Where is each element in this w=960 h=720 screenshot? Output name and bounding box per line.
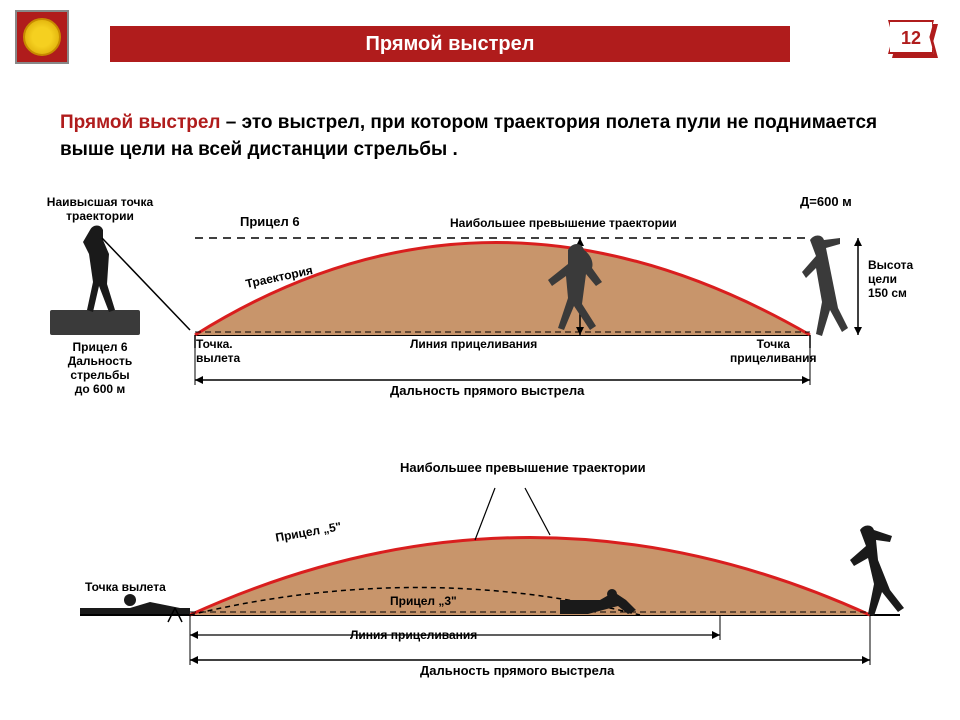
label-range-1: Дальность прямого выстрела [390,383,584,398]
label-target-height: Высота цели 150 см [868,258,913,300]
label-aim-line-2: Линия прицеливания [350,628,477,642]
label-aim-line-1: Линия прицеливания [410,337,537,351]
label-highest-point: Наивысшая точка траектории [35,195,165,223]
definition-text: Прямой выстрел – это выстрел, при которо… [60,110,900,163]
emblem-badge [15,10,69,64]
page-number-badge: 12 [888,20,942,62]
label-max-excess-1: Наибольшее превышение траектории [450,216,677,230]
label-departure-1: Точка. вылета [196,337,240,365]
label-departure-2: Точка вылета [85,580,166,594]
page-title: Прямой выстрел [110,26,790,62]
header: Прямой выстрел 12 [0,10,960,60]
emblem-icon [23,18,61,56]
label-sight6-caption: Прицел 6 Дальность стрельбы до 600 м [40,340,160,396]
definition-term: Прямой выстрел [60,112,221,133]
diagram-area: Наивысшая точка траектории Прицел 6 Трае… [20,180,940,700]
label-sight6: Прицел 6 [240,214,300,229]
label-distance-d: Д=600 м [800,194,852,209]
label-max-excess-2: Наибольшее превышение траектории [400,460,646,475]
diagram-2 [20,450,940,690]
label-aim-point-1: Точка прицеливания [730,337,817,365]
page-number: 12 [888,20,934,54]
label-sight3: Прицел „3" [390,594,457,608]
label-range-2: Дальность прямого выстрела [420,663,614,678]
